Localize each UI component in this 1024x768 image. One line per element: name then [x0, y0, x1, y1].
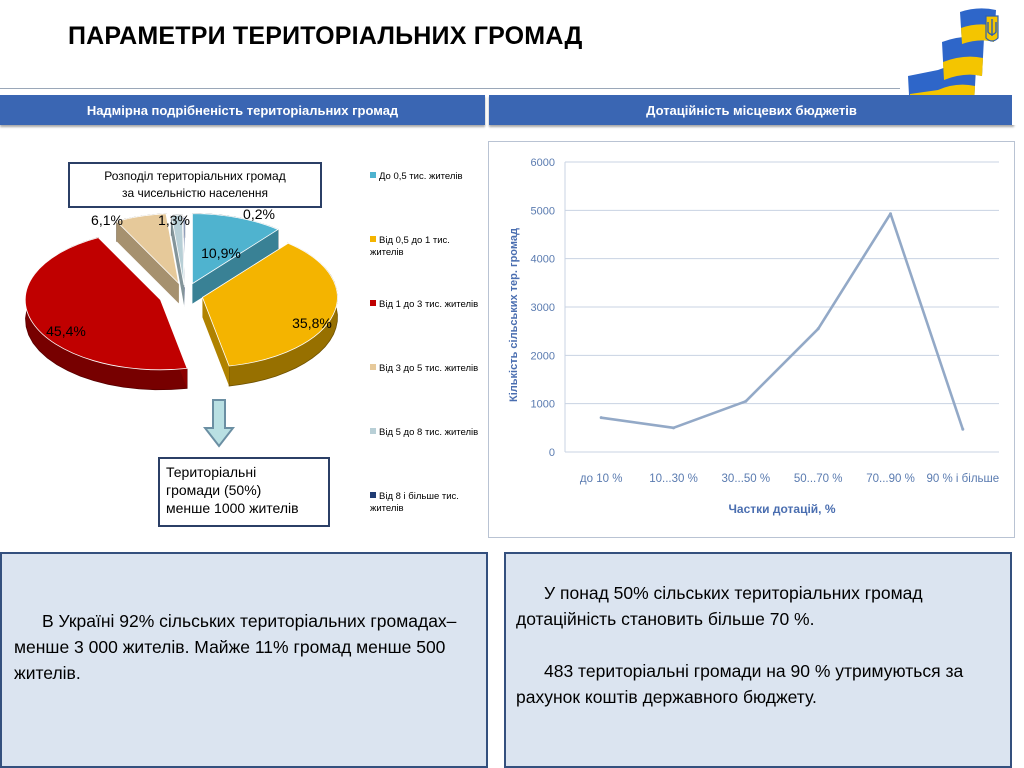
note-line3: менше 1000 жителів [166, 500, 299, 516]
x-tick-label: 50...70 % [794, 473, 843, 485]
note-box: Територіальні громади (50%) менше 1000 ж… [158, 457, 330, 527]
legend-item-3: Від 3 до 5 тис. жителів [370, 363, 482, 375]
legend-swatch [370, 364, 376, 370]
series-line [601, 212, 965, 430]
legend-label: Від 0,5 до 1 тис. жителів [370, 235, 450, 258]
note-line1: Територіальні [166, 464, 257, 480]
pie-data-label-5: 0,2% [243, 206, 275, 222]
pie-data-label-1: 35,8% [292, 315, 332, 331]
legend-item-1: Від 0,5 до 1 тис. жителів [370, 235, 482, 259]
legend-item-5: Від 8 і більше тис. жителів [370, 491, 482, 515]
note-line2: громади (50%) [166, 482, 262, 498]
y-tick-label: 4000 [531, 254, 555, 266]
summary-left-text: В Україні 92% сільських територіальних г… [14, 611, 457, 683]
line-chart: 0 1000 2000 3000 4000 5000 6000 до 10 % 10...30 … [508, 157, 1000, 516]
line-chart-panel: 0 1000 2000 3000 4000 5000 6000 до 10 % 10...30 … [488, 141, 1015, 538]
legend-swatch [370, 492, 376, 498]
y-tick-label: 0 [549, 447, 555, 459]
legend-swatch [370, 236, 376, 242]
pie-caption-line1: Розподіл територіальних громад [104, 169, 286, 183]
legend-swatch [370, 300, 376, 306]
summary-box-right: У понад 50% сільських територіальних гро… [504, 552, 1012, 768]
series-point [961, 427, 965, 431]
legend-item-4: Від 5 до 8 тис. жителів [370, 427, 482, 439]
legend-label: Від 3 до 5 тис. жителів [379, 363, 479, 374]
pie-slice-3 [115, 213, 180, 304]
series-point [744, 399, 748, 403]
pie-chart: 10,9% 35,8% 45,4% 6,1% 1,3% 0,2% [24, 206, 338, 391]
y-tick-label: 1000 [531, 399, 555, 411]
pie-slice-0 [191, 213, 279, 304]
pie-slice-4 [170, 214, 185, 306]
x-tick-label: до 10 % [580, 473, 623, 485]
y-tick-label: 2000 [531, 350, 555, 362]
page-title: ПАРАМЕТРИ ТЕРИТОРІАЛЬНИХ ГРОМАД [68, 22, 583, 50]
legend-item-2: Від 1 до 3 тис. жителів [370, 299, 482, 311]
pie-caption-line2: за чисельністю населення [121, 186, 269, 200]
legend-swatch [370, 428, 376, 434]
legend-label: Від 5 до 8 тис. жителів [379, 427, 479, 438]
pie-data-label-4: 1,3% [158, 212, 190, 228]
y-axis-title: Кількість сільських тер. громад [508, 228, 520, 402]
title-divider [0, 88, 900, 89]
pie-slice-1 [201, 242, 338, 387]
legend-label: Від 8 і більше тис. жителів [370, 491, 459, 514]
series-point [672, 426, 675, 430]
banner-subsidies: Дотаційність місцевих бюджетів [489, 95, 1014, 125]
pie-slice-5 [182, 216, 186, 308]
series-point [599, 416, 603, 420]
x-axis-title: Частки дотацій, % [729, 502, 836, 516]
banner-fragmentation: Надмірна подрібненість територіальних гр… [0, 95, 485, 125]
legend-swatch [370, 172, 376, 178]
pie-slice-2 [24, 237, 188, 391]
x-tick-label: 10...30 % [649, 473, 698, 485]
x-tick-label: 30...50 % [722, 473, 771, 485]
banner-cap [1012, 95, 1024, 125]
legend-item-0: До 0,5 тис. жителів [370, 171, 482, 183]
legend-label: До 0,5 тис. жителів [379, 171, 463, 182]
x-tick-label: 70...90 % [866, 473, 915, 485]
series-point [816, 327, 820, 331]
series-point [889, 212, 892, 216]
pie-data-label-0: 10,9% [201, 245, 241, 261]
summary-box-left: В Україні 92% сільських територіальних г… [0, 552, 488, 768]
pie-data-label-2: 45,4% [46, 323, 86, 339]
pie-caption-box: Розподіл територіальних громад за чисель… [68, 162, 322, 208]
summary-right-para1: У понад 50% сільських територіальних гро… [516, 583, 923, 629]
x-tick-label: 90 % і більше [927, 473, 1000, 485]
pie-data-label-3: 6,1% [91, 212, 123, 228]
down-arrow-icon [203, 399, 235, 448]
legend-label: Від 1 до 3 тис. жителів [379, 299, 479, 310]
y-tick-label: 6000 [531, 157, 555, 169]
y-tick-label: 5000 [531, 205, 555, 217]
y-tick-label: 3000 [531, 302, 555, 314]
summary-right-para2: 483 територіальні громади на 90 % утриму… [516, 661, 964, 707]
